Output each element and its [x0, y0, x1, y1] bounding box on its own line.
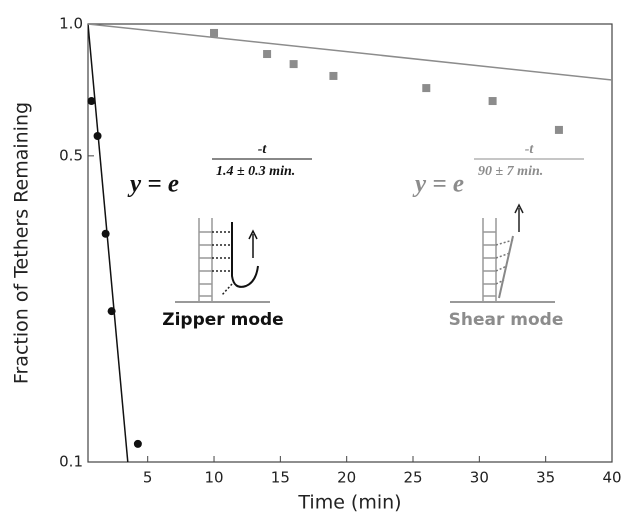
mode-label: Zipper mode: [162, 310, 283, 330]
data-point: [263, 50, 272, 59]
x-tick-label: 25: [403, 469, 422, 487]
zipper-diagram: [175, 218, 270, 303]
y-tick-label: 1.0: [59, 15, 83, 33]
data-point: [101, 229, 110, 238]
plot-frame: [87, 23, 613, 463]
x-tick-label: 10: [204, 469, 223, 487]
y-axis-label: Fraction of Tethers Remaining: [11, 102, 33, 384]
x-tick-label: 35: [536, 469, 555, 487]
equation-denominator: 90 ± 7 min.: [478, 164, 543, 179]
fit-line: [88, 24, 129, 462]
data-point: [289, 60, 298, 69]
y-tick-label: 0.1: [59, 453, 83, 471]
shear-diagram: [450, 203, 555, 303]
x-tick-label: 20: [337, 469, 356, 487]
x-tick-label: 5: [143, 469, 153, 487]
data-point: [210, 28, 219, 37]
data-point: [87, 97, 96, 106]
x-tick-label: 15: [271, 469, 290, 487]
x-tick-label: 30: [470, 469, 489, 487]
data-point: [329, 71, 338, 80]
data-point: [488, 97, 497, 106]
fit-line: [88, 24, 612, 81]
y-tick-label: 0.5: [59, 146, 83, 164]
equation-base: y = e: [412, 171, 464, 198]
data-point: [422, 84, 431, 93]
equation-denominator: 1.4 ± 0.3 min.: [216, 164, 295, 179]
data-point: [107, 307, 116, 316]
equation-numerator: -t: [525, 142, 535, 157]
data-point: [554, 125, 563, 134]
data-point: [93, 131, 102, 140]
x-axis-label: Time (min): [297, 492, 401, 514]
equation-numerator: -t: [258, 142, 268, 157]
equation-base: y = e: [127, 171, 179, 198]
mode-label: Shear mode: [449, 310, 564, 330]
data-point: [133, 439, 142, 448]
x-tick-label: 40: [602, 469, 621, 487]
